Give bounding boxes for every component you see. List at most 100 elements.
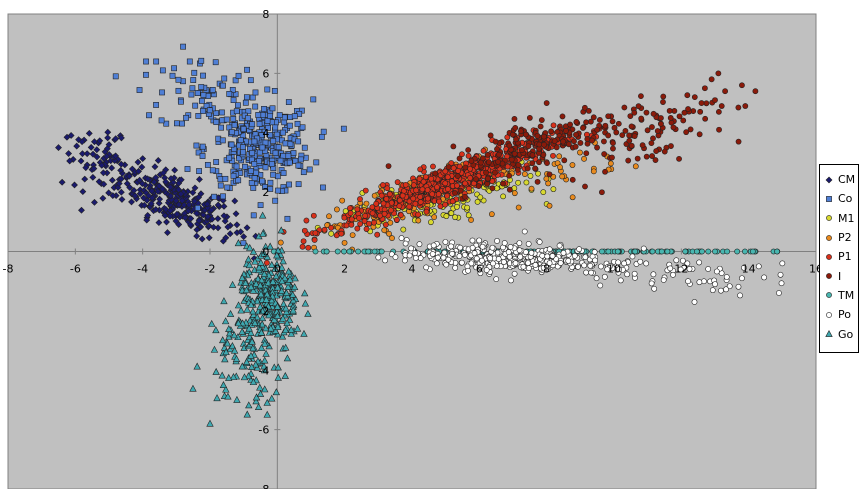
point-p1 xyxy=(301,227,308,234)
point-cm xyxy=(243,224,251,232)
point-i xyxy=(584,136,591,142)
point-go xyxy=(249,344,257,352)
point-co xyxy=(252,89,259,96)
point-p1 xyxy=(362,212,369,219)
point-cm xyxy=(79,188,87,196)
point-co xyxy=(171,65,177,72)
point-co xyxy=(190,77,197,83)
point-co xyxy=(291,113,298,120)
point-po xyxy=(592,257,598,264)
point-co xyxy=(286,159,293,166)
point-i xyxy=(658,121,664,127)
point-go xyxy=(281,371,289,379)
point-i xyxy=(622,127,629,134)
point-po xyxy=(517,253,524,260)
point-i xyxy=(681,109,688,116)
point-tm xyxy=(605,248,612,255)
point-go xyxy=(278,277,286,285)
point-i xyxy=(648,140,655,147)
point-m1 xyxy=(474,198,481,205)
point-p1 xyxy=(412,200,419,207)
point-cm xyxy=(175,221,183,228)
point-cm xyxy=(204,213,212,221)
point-i xyxy=(718,103,725,109)
point-co xyxy=(236,155,243,162)
point-i xyxy=(697,108,704,115)
point-po xyxy=(723,274,730,280)
point-po xyxy=(617,277,624,284)
point-cm xyxy=(187,215,195,222)
point-po xyxy=(544,253,551,260)
point-go xyxy=(267,324,275,332)
point-cm xyxy=(154,157,162,164)
point-p1 xyxy=(388,207,394,214)
point-p1 xyxy=(454,182,460,189)
point-i xyxy=(537,123,544,130)
point-p1 xyxy=(311,237,318,243)
point-co xyxy=(200,92,207,98)
point-i xyxy=(601,138,607,145)
point-i xyxy=(454,173,461,180)
point-tm xyxy=(371,248,378,255)
point-go xyxy=(274,363,282,371)
point-i xyxy=(631,109,638,116)
point-go xyxy=(243,305,251,313)
point-cm xyxy=(105,141,113,149)
point-go xyxy=(226,309,235,317)
point-po xyxy=(776,290,782,296)
point-go xyxy=(273,283,282,291)
point-co xyxy=(306,166,313,173)
point-tm xyxy=(378,248,385,255)
point-i xyxy=(543,100,550,106)
point-cm xyxy=(79,150,86,158)
point-m1 xyxy=(400,226,407,233)
point-go xyxy=(262,324,270,332)
point-po xyxy=(408,245,415,252)
point-co xyxy=(242,99,249,106)
point-i xyxy=(485,159,492,166)
point-i xyxy=(627,113,634,120)
point-go xyxy=(251,257,259,265)
legend-label: TM xyxy=(838,288,855,302)
point-cm xyxy=(117,134,125,142)
point-i xyxy=(661,148,668,155)
point-po xyxy=(667,265,674,272)
point-p1 xyxy=(504,163,511,170)
point-cm xyxy=(112,152,120,160)
point-co xyxy=(250,185,257,191)
point-i xyxy=(506,186,513,193)
point-po xyxy=(677,266,684,273)
point-i xyxy=(450,143,457,150)
point-p1 xyxy=(449,198,456,205)
point-p1 xyxy=(321,226,328,233)
point-po xyxy=(479,257,485,264)
point-co xyxy=(235,177,242,184)
point-go xyxy=(261,356,269,364)
point-i xyxy=(626,132,633,139)
y-tick-label: -6 xyxy=(258,424,269,437)
point-po xyxy=(560,250,567,256)
x-tick-label: 4 xyxy=(409,263,416,276)
point-i xyxy=(514,166,521,173)
point-i xyxy=(529,152,536,159)
point-go xyxy=(247,300,255,308)
point-cm xyxy=(66,157,74,165)
point-po xyxy=(651,285,658,292)
point-i xyxy=(508,156,515,163)
point-i xyxy=(670,124,677,131)
point-po xyxy=(779,260,786,267)
point-i xyxy=(649,124,655,130)
point-cm xyxy=(138,163,146,171)
point-cm xyxy=(117,175,125,183)
point-p1 xyxy=(328,224,335,231)
point-co xyxy=(249,121,256,128)
point-p2 xyxy=(546,202,553,209)
point-go xyxy=(282,308,291,315)
point-i xyxy=(461,193,468,200)
point-p1 xyxy=(347,205,353,212)
point-p2 xyxy=(468,217,474,223)
point-co xyxy=(244,66,250,73)
point-po xyxy=(575,263,581,270)
point-po xyxy=(604,266,611,273)
point-tm xyxy=(323,248,330,255)
